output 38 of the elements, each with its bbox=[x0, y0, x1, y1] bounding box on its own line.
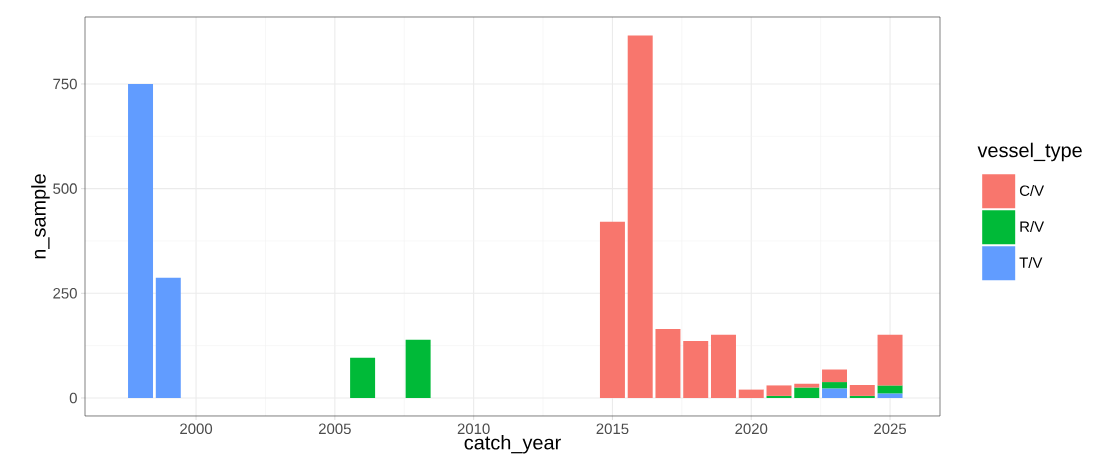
bar bbox=[155, 277, 181, 398]
legend-label: T/V bbox=[1019, 257, 1043, 268]
bar bbox=[849, 385, 875, 396]
bar bbox=[405, 339, 431, 398]
bar bbox=[627, 35, 653, 398]
bar bbox=[766, 395, 792, 398]
legend-title: vessel_type bbox=[977, 142, 1082, 162]
bar bbox=[710, 334, 736, 398]
bar bbox=[822, 382, 848, 389]
bar bbox=[877, 334, 903, 386]
x-tick-label: 2015 bbox=[596, 423, 629, 435]
bar bbox=[794, 387, 820, 398]
y-tick-label: 500 bbox=[53, 183, 77, 194]
legend-label: C/V bbox=[1019, 185, 1045, 196]
bar bbox=[128, 83, 154, 398]
bar bbox=[655, 328, 681, 398]
bar bbox=[350, 357, 376, 398]
bar bbox=[683, 341, 709, 398]
bar bbox=[599, 221, 625, 398]
bar bbox=[794, 383, 820, 388]
bar bbox=[738, 389, 764, 398]
bar bbox=[766, 385, 792, 396]
legend-label: R/V bbox=[1020, 221, 1045, 232]
y-tick-label: 750 bbox=[53, 78, 77, 90]
bar bbox=[849, 395, 875, 398]
bar bbox=[822, 388, 848, 398]
x-tick-label: 2020 bbox=[735, 423, 768, 435]
y-tick-label: 0 bbox=[69, 392, 77, 404]
x-axis-title: catch_year bbox=[464, 434, 561, 454]
y-tick-label: 250 bbox=[53, 288, 77, 299]
bar bbox=[877, 385, 903, 394]
bar bbox=[877, 393, 903, 398]
x-tick-label: 2000 bbox=[180, 423, 213, 435]
x-tick-label: 2010 bbox=[457, 423, 490, 435]
x-tick-label: 2025 bbox=[874, 423, 907, 435]
x-tick-label: 2005 bbox=[318, 423, 351, 435]
bar bbox=[822, 369, 848, 383]
y-axis-title: n_sample bbox=[31, 174, 50, 259]
